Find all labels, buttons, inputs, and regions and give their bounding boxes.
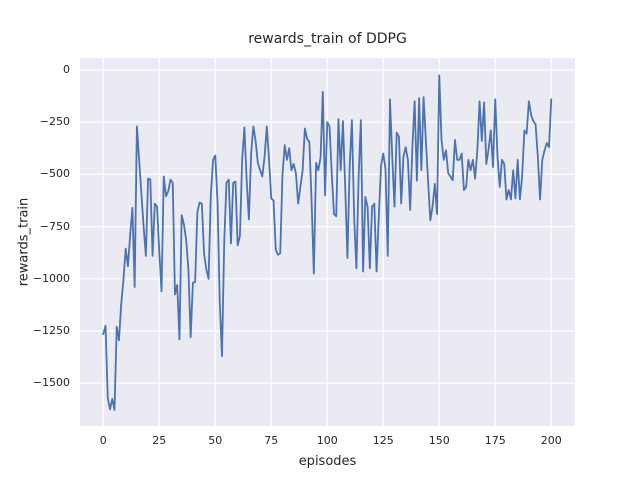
y-tick-label: −750 xyxy=(39,219,70,233)
y-tick-label: −500 xyxy=(39,167,70,181)
plot-area xyxy=(80,58,575,426)
x-axis-label: episodes xyxy=(298,454,357,469)
y-tick-label: −1500 xyxy=(32,376,70,390)
x-tick-label: 100 xyxy=(316,434,338,447)
chart-title: rewards_train of DDPG xyxy=(248,31,407,47)
y-tick-label: −250 xyxy=(39,115,70,129)
rewards-line-plot xyxy=(80,58,575,426)
y-tick-label: 0 xyxy=(63,63,70,76)
y-tick-label: −1000 xyxy=(32,271,70,285)
y-tick-label: −1250 xyxy=(32,323,70,337)
x-tick-label: 125 xyxy=(372,434,394,447)
x-tick-label: 75 xyxy=(264,434,279,447)
x-tick-label: 0 xyxy=(99,434,107,447)
x-tick-label: 25 xyxy=(152,434,167,447)
x-tick-label: 200 xyxy=(540,434,562,447)
x-tick-label: 175 xyxy=(484,434,506,447)
rewards-train-line xyxy=(102,74,553,411)
x-tick-label: 50 xyxy=(208,434,223,447)
x-tick-label: 150 xyxy=(428,434,450,447)
y-axis-label-text: rewards_train xyxy=(16,197,32,287)
